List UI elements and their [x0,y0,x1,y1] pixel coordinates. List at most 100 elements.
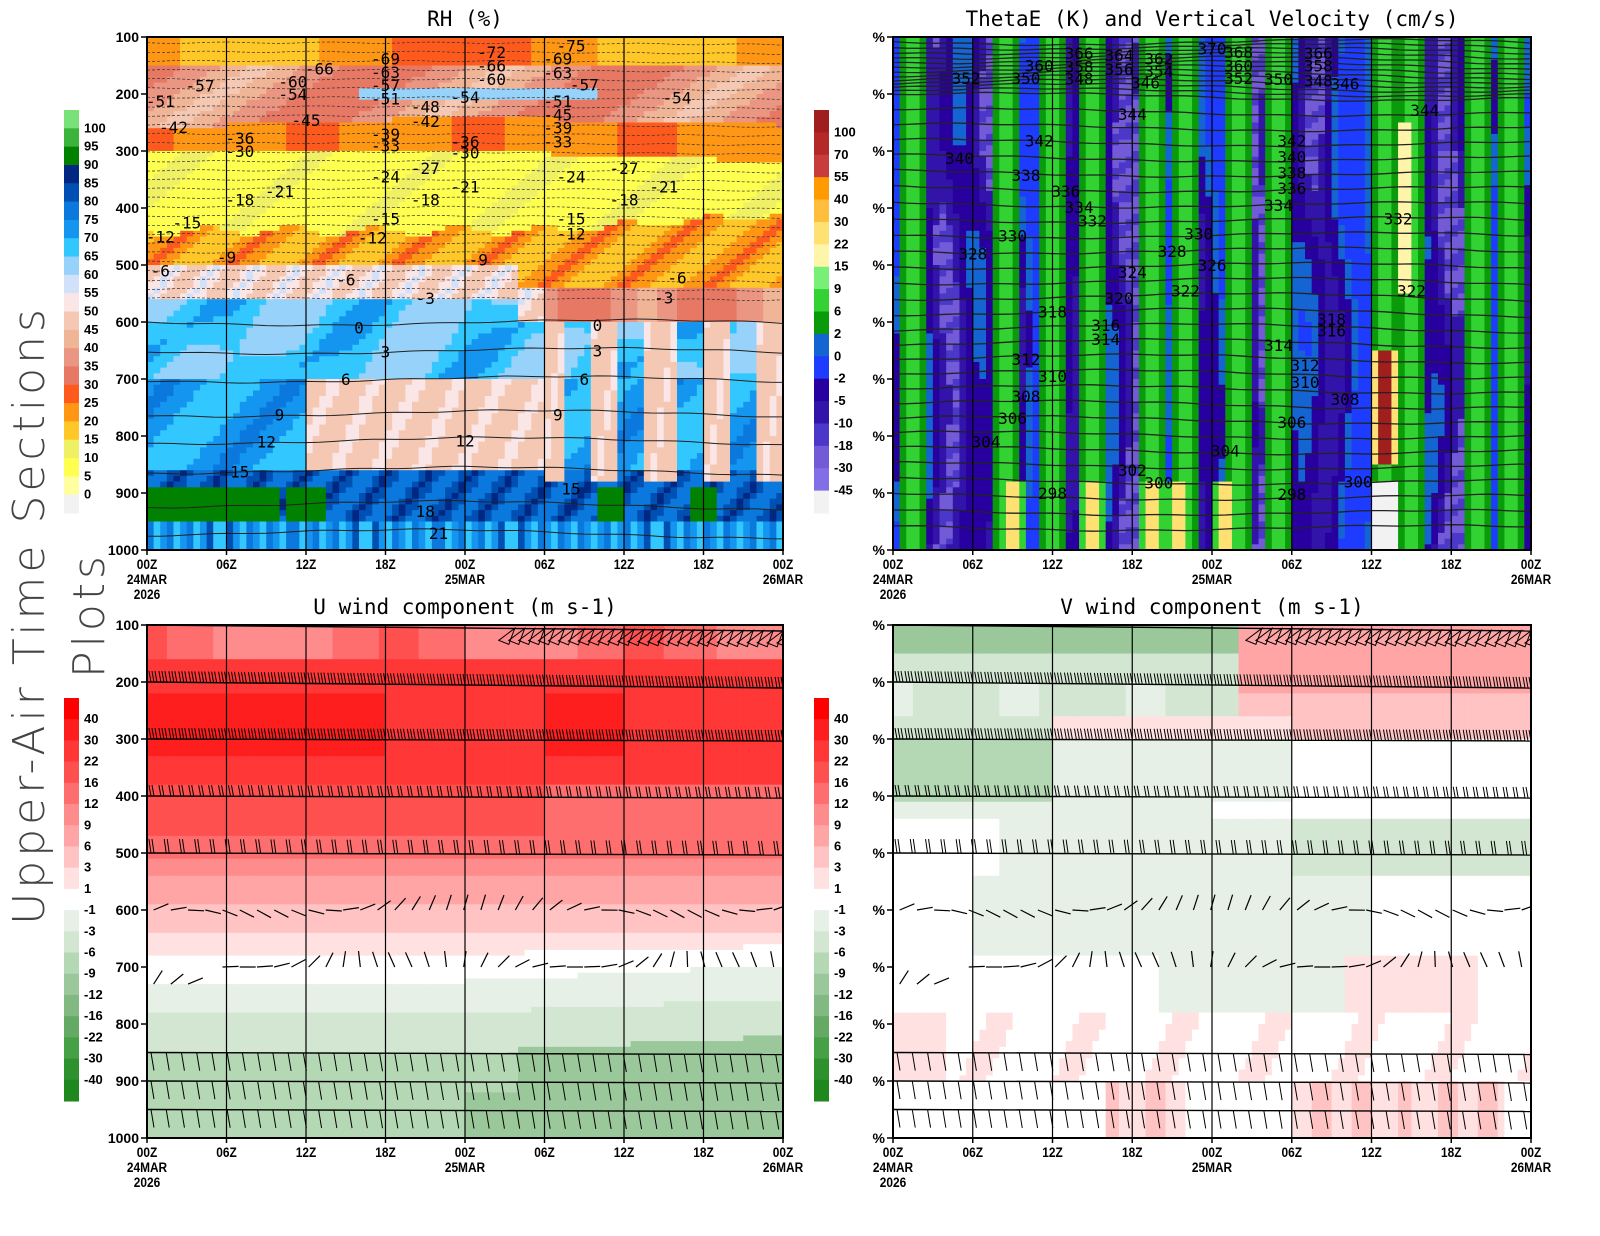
contour-cell [153,424,161,431]
contour-cell [511,173,519,181]
contour-cell [186,270,194,277]
contour-cell [385,270,393,277]
contour-cell [233,105,241,112]
contour-cell [412,344,420,352]
contour-cell [398,310,406,317]
contour-cell [166,270,175,277]
contour-cell [405,418,413,426]
contour-cell [405,54,413,61]
contour-cell [233,185,241,192]
contour-cell [272,418,281,426]
contour-cell [498,99,506,106]
contour-cell [233,99,241,106]
contour-cell [147,219,155,226]
contour-cell [206,333,214,340]
contour-cell [173,162,181,169]
contour-cell [233,344,241,352]
contour-cell [398,208,406,215]
contour-cell [398,544,406,550]
contour-cell [392,236,400,243]
contour-cell [385,390,393,397]
contour-cell [306,390,314,397]
contour-cell [200,532,208,540]
contour-cell [511,76,519,84]
contour-cell [345,242,353,249]
contour-cell [219,190,228,198]
contour-cell [491,544,499,550]
contour-cell [465,453,473,460]
contour-cell [206,424,214,431]
contour-cell [279,544,287,550]
contour-cell [484,453,493,460]
contour-cell [200,322,208,329]
contour-cell [153,544,161,550]
contour-cell [412,139,420,146]
contour-cell [498,88,506,95]
contour-cell [253,310,261,317]
contour-cell [292,299,300,306]
contour-cell [451,196,459,203]
contour-cell [272,88,281,95]
contour-cell [418,128,426,135]
contour-cell [359,179,367,186]
contour-cell [319,122,327,129]
contour-cell [378,59,387,67]
contour-cell [365,230,373,238]
contour-cell [193,424,201,431]
contour-cell [385,401,393,409]
contour-cell [484,270,493,277]
contour-cell [173,265,181,272]
contour-cell [292,179,300,186]
contour-cell [451,350,459,357]
contour-cell [160,168,168,175]
contour-cell [246,270,254,277]
contour-cell [491,333,499,340]
contour-cell [418,527,426,534]
contour-cell [233,116,241,124]
contour-cell [180,128,188,135]
contour-cell [471,532,479,540]
contour-cell [345,316,353,323]
contour-cell [213,430,221,437]
contour-cell [200,190,208,198]
contour-cell [352,173,360,181]
contour-cell [206,42,214,49]
contour-cell [279,71,287,78]
contour-cell [392,327,400,334]
contour-cell [332,373,340,380]
contour-cell [438,196,446,203]
contour-cell [471,458,479,466]
contour-cell [226,162,234,169]
contour-cell [398,59,406,67]
contour-cell [484,504,493,511]
contour-cell [306,544,314,550]
contour-cell [345,162,353,169]
contour-cell [239,253,247,260]
contour-cell [279,282,287,289]
contour-cell [213,532,221,540]
contour-cell [465,441,473,448]
contour-cell [332,361,340,369]
contour-cell [418,515,426,523]
contour-cell [259,316,267,323]
contour-cell [392,418,400,426]
contour-cell [412,316,420,323]
contour-cell [385,190,393,198]
contour-cell [372,190,380,198]
contour-cell [365,225,373,232]
contour-cell [378,162,387,169]
contour-cell [180,54,188,61]
contour-cell [286,42,294,49]
contour-cell [504,111,512,118]
contour-cell [445,151,453,158]
contour-cell [465,213,473,220]
contour-cell [378,219,387,226]
contour-cell [438,202,446,209]
contour-cell [299,487,307,494]
contour-cell [438,190,446,198]
contour-cell [504,396,512,403]
contour-cell [352,344,360,352]
contour-cell [306,373,314,380]
contour-cell [465,356,473,363]
contour-cell [478,253,486,260]
